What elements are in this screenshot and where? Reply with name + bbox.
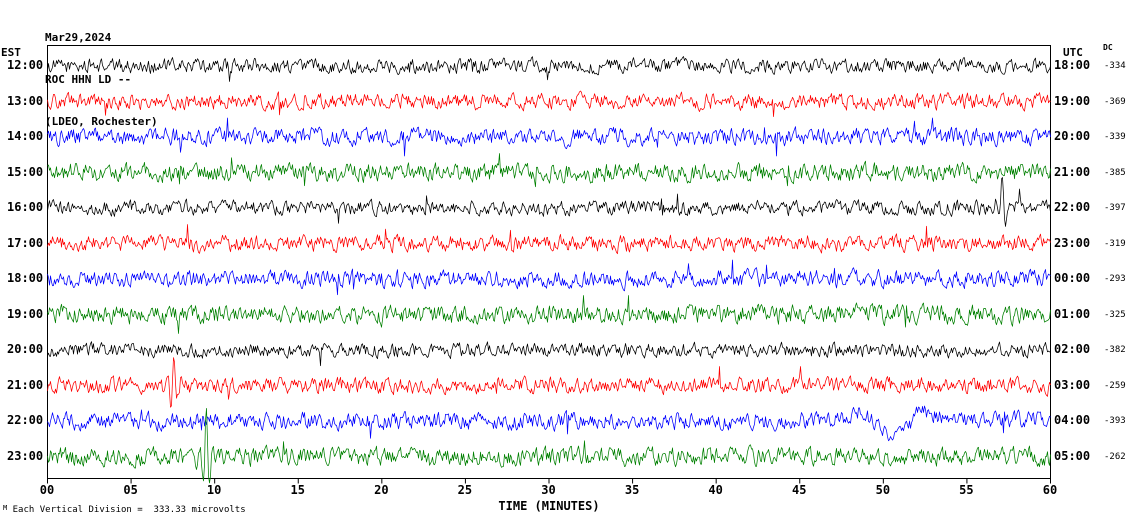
dc-offset-value: -339	[1104, 132, 1126, 142]
utc-time-label: 20:00	[1054, 129, 1091, 143]
scale-note: M Each Vertical Division = 333.33 microv…	[3, 504, 246, 515]
seismogram-trace	[47, 224, 1051, 255]
seismogram-trace	[47, 357, 1051, 408]
x-tick-label: 30	[541, 483, 556, 497]
utc-time-label: 21:00	[1054, 164, 1091, 179]
header-date: Mar29,2024	[45, 31, 112, 44]
seismogram-trace	[47, 90, 1051, 117]
utc-time-label: 05:00	[1054, 448, 1091, 463]
utc-time-label: 03:00	[1054, 377, 1091, 392]
header-station-location: (LDEO, Rochester)	[45, 115, 158, 128]
scale-note-text: Each Vertical Division = 333.33 microvol…	[12, 505, 246, 515]
est-time-label: 23:00	[7, 448, 44, 463]
est-time-label: 15:00	[7, 164, 44, 179]
dc-offset-value: -385	[1104, 167, 1126, 178]
seismogram-trace	[47, 56, 1051, 82]
est-time-label: 19:00	[7, 306, 44, 321]
scale-marker-icon: M	[3, 504, 8, 512]
utc-time-label: 04:00	[1054, 413, 1091, 427]
dc-offset-value: -262	[1104, 451, 1126, 462]
est-time-label: 12:00	[7, 58, 44, 72]
dc-offset-value: -334	[1104, 61, 1126, 71]
x-tick-label: 15	[290, 483, 305, 497]
utc-time-label: 18:00	[1054, 58, 1091, 72]
x-tick-label: 55	[959, 483, 974, 497]
dc-offset-value: -319	[1104, 238, 1126, 249]
seismogram-trace	[47, 153, 1051, 188]
right-axis-label: UTC	[1063, 46, 1083, 59]
seismogram-trace	[47, 295, 1051, 334]
est-time-label: 22:00	[7, 413, 44, 427]
x-tick-label: 25	[457, 483, 473, 497]
dc-offset-value: -369	[1104, 96, 1126, 107]
seismogram-trace	[47, 408, 1051, 484]
est-time-label: 17:00	[7, 235, 44, 250]
utc-time-label: 22:00	[1054, 200, 1091, 214]
seismogram-trace	[47, 177, 1051, 227]
x-tick-label: 45	[792, 483, 807, 497]
header-station-code: ROC HHN LD --	[45, 73, 132, 86]
utc-time-label: 02:00	[1054, 342, 1091, 356]
utc-time-label: 01:00	[1054, 306, 1091, 321]
x-tick-label: 40	[708, 483, 723, 497]
seismogram-trace	[47, 341, 1051, 367]
seismogram-trace	[47, 117, 1051, 157]
x-tick-label: 60	[1042, 483, 1058, 497]
x-tick-label: 35	[624, 483, 640, 497]
x-tick-label: 05	[123, 483, 138, 497]
dc-offset-value: -325	[1104, 309, 1126, 320]
dc-offset-value: -293	[1104, 274, 1126, 284]
x-tick-label: 10	[206, 483, 222, 497]
x-tick-label: 20	[374, 483, 389, 497]
utc-time-label: 00:00	[1054, 271, 1091, 285]
dc-offset-value: -397	[1104, 203, 1126, 213]
seismogram-trace	[47, 405, 1051, 442]
seismogram-trace	[47, 259, 1051, 296]
x-tick-label: 00	[39, 483, 55, 497]
dc-offset-value: -259	[1104, 380, 1126, 391]
est-time-label: 21:00	[7, 377, 44, 392]
est-time-label: 16:00	[7, 200, 44, 214]
x-axis-title: TIME (MINUTES)	[498, 499, 600, 513]
dc-offset-value: -382	[1104, 345, 1126, 355]
est-time-label: 13:00	[7, 93, 44, 108]
dc-column-label: DC	[1103, 43, 1113, 52]
est-time-label: 18:00	[7, 271, 44, 285]
seismogram-plot	[47, 45, 1051, 484]
utc-time-label: 23:00	[1054, 235, 1091, 250]
utc-time-label: 19:00	[1054, 93, 1091, 108]
est-time-label: 14:00	[7, 129, 44, 143]
left-axis-label: EST	[1, 46, 21, 59]
est-time-label: 20:00	[7, 342, 44, 356]
dc-offset-value: -393	[1104, 416, 1126, 426]
header: Mar29,2024 ROC HHN LD -- (LDEO, Rocheste…	[45, 3, 158, 157]
x-tick-label: 50	[875, 483, 891, 497]
